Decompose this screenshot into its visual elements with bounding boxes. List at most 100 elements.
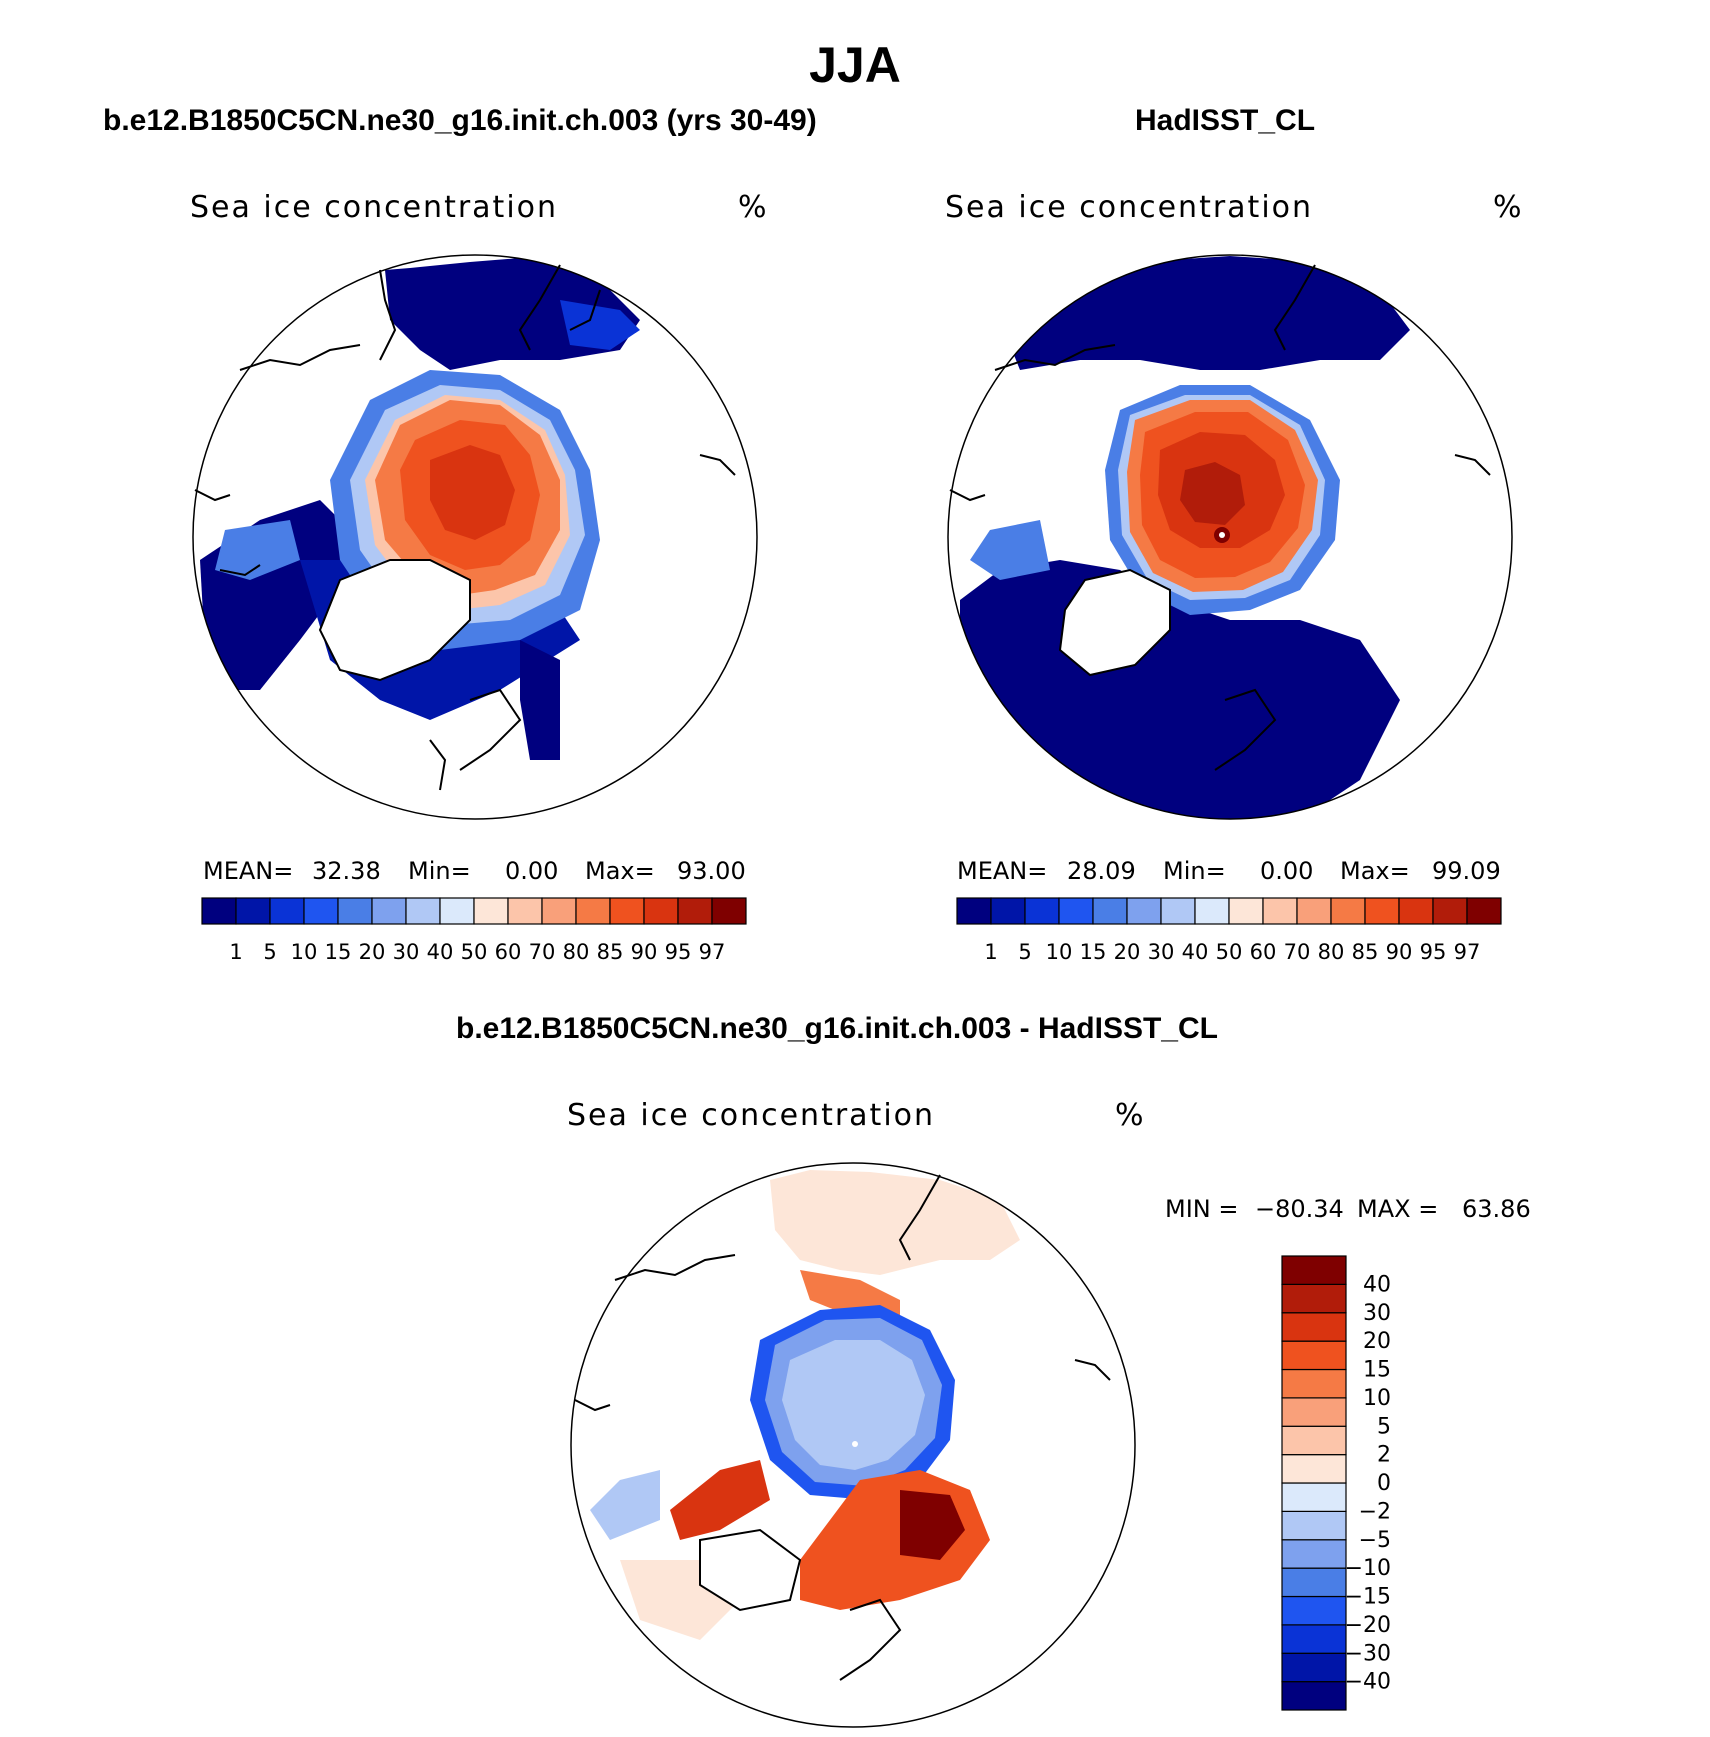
diff-variable: Sea ice concentration: [567, 1098, 936, 1133]
colorbar-tick-label: 1: [229, 940, 242, 964]
colorbar-swatch: [609, 897, 645, 925]
colorbar-tick-label: 1: [984, 940, 997, 964]
colorbar-tick-label: 40: [1363, 1272, 1391, 1297]
colorbar-tick-label: −40: [1345, 1670, 1391, 1695]
colorbar-tick-label: 85: [1352, 940, 1379, 964]
map2: [947, 254, 1513, 820]
diff-units: %: [1115, 1098, 1146, 1133]
panel1-mean-value: 32.38: [312, 857, 381, 885]
colorbar-tick-label: 97: [699, 940, 726, 964]
colorbar-tick-label: −2: [1359, 1499, 1391, 1524]
colorbar-tick-label: −20: [1345, 1613, 1391, 1638]
colorbar-swatch: [1058, 897, 1094, 925]
colorbar-tick-label: 95: [1420, 940, 1447, 964]
colorbar-swatch: [1466, 897, 1502, 925]
colorbar-tick-label: 60: [495, 940, 522, 964]
colorbar-swatch: [235, 897, 271, 925]
colorbar-tick-label: 50: [461, 940, 488, 964]
colorbar-swatch: [990, 897, 1026, 925]
panel1-case-title: b.e12.B1850C5CN.ne30_g16.init.ch.003 (yr…: [103, 104, 817, 137]
colorbar-tick-label: 50: [1216, 940, 1243, 964]
colorbar-swatch: [1330, 897, 1366, 925]
colorbar-swatch: [1398, 897, 1434, 925]
colorbar-swatch: [1024, 897, 1060, 925]
colorbar-swatch: [1281, 1652, 1347, 1683]
colorbar-swatch: [1281, 1510, 1347, 1541]
colorbar-swatch: [1281, 1340, 1347, 1371]
diff-case-title: b.e12.B1850C5CN.ne30_g16.init.ch.003 - H…: [456, 1012, 1218, 1045]
colorbar-swatch: [1281, 1454, 1347, 1484]
colorbar-tick-label: 30: [1148, 940, 1175, 964]
panel2-max-label: Max=: [1340, 857, 1410, 885]
colorbar-swatch: [541, 897, 577, 925]
colorbar-swatch: [201, 897, 237, 925]
panel1-max-label: Max=: [585, 857, 655, 885]
panel1-min-value: 0.00: [505, 857, 559, 885]
colorbar-swatch: [1364, 897, 1400, 925]
panel2-case-title: HadISST_CL: [1135, 104, 1316, 137]
panel1-min-label: Min=: [408, 857, 471, 885]
colorbar-tick-label: 97: [1454, 940, 1481, 964]
colorbar-tick-label: 20: [359, 940, 386, 964]
colorbar-swatch: [1281, 1595, 1347, 1626]
colorbar-tick-label: 40: [427, 940, 454, 964]
colorbar-tick-label: −30: [1345, 1641, 1391, 1666]
panel2-min-label: Min=: [1163, 857, 1226, 885]
colorbar-tick-label: 60: [1250, 940, 1277, 964]
colorbar-tick-label: 20: [1363, 1329, 1391, 1354]
colorbar-swatch: [1281, 1539, 1347, 1569]
colorbar-tick-label: 80: [1318, 940, 1345, 964]
colorbar-tick-label: 5: [1377, 1414, 1391, 1439]
colorbar-tick-label: 70: [1284, 940, 1311, 964]
colorbar-swatch: [1160, 897, 1196, 925]
colorbar-tick-label: 95: [665, 940, 692, 964]
colorbar-swatch: [1126, 897, 1162, 925]
colorbar-tick-label: 5: [263, 940, 276, 964]
colorbar-tick-label: 0: [1377, 1471, 1391, 1496]
colorbar-tick-label: 10: [1046, 940, 1073, 964]
panel1-units: %: [738, 190, 769, 225]
colorbar-swatch: [1281, 1312, 1347, 1342]
colorbar-swatch: [1194, 897, 1230, 925]
colorbar-tick-label: 15: [1080, 940, 1107, 964]
colorbar-swatch: [1281, 1567, 1347, 1598]
panel2-min-value: 0.00: [1260, 857, 1314, 885]
colorbar-swatch: [473, 897, 509, 925]
map3: [570, 1162, 1136, 1728]
colorbar-swatch: [1281, 1368, 1347, 1399]
colorbar-tick-label: 30: [393, 940, 420, 964]
colorbar-swatch: [371, 897, 407, 925]
diff-min-value: −80.34: [1255, 1195, 1344, 1223]
colorbar-swatch: [507, 897, 543, 925]
colorbar-tick-label: 2: [1377, 1443, 1391, 1468]
colorbar-swatch: [269, 897, 305, 925]
diff-min-label: MIN =: [1165, 1195, 1239, 1223]
colorbar-swatch: [677, 897, 713, 925]
colorbar-tick-label: 90: [1386, 940, 1413, 964]
colorbar-swatch: [1432, 897, 1468, 925]
colorbar-tick-label: −5: [1359, 1528, 1391, 1553]
colorbar-swatch: [1281, 1425, 1347, 1456]
panel1-variable: Sea ice concentration: [190, 190, 559, 225]
colorbar-swatch: [1262, 897, 1298, 925]
colorbar-swatch: [1281, 1283, 1347, 1314]
panel2-mean-label: MEAN=: [957, 857, 1048, 885]
diff-max-value: 63.86: [1462, 1195, 1531, 1223]
colorbar-1: 1 5 10 15 20 30 40 50 60 70 80 85 90 95 97: [201, 897, 747, 964]
colorbar-swatch: [337, 897, 373, 925]
colorbar-swatch: [643, 897, 679, 925]
colorbar-swatch: [1281, 1482, 1347, 1512]
colorbar-tick-label: 10: [1363, 1386, 1391, 1411]
colorbar-swatch: [1281, 1624, 1347, 1654]
colorbar-tick-label: −10: [1345, 1556, 1391, 1581]
colorbar-swatch: [1296, 897, 1332, 925]
colorbar-swatch: [711, 897, 747, 925]
panel2-mean-value: 28.09: [1067, 857, 1136, 885]
colorbar-swatch: [405, 897, 441, 925]
colorbar-swatch: [1281, 1255, 1347, 1285]
colorbar-swatch: [1281, 1397, 1347, 1427]
colorbar-swatch: [575, 897, 611, 925]
colorbar-tick-label: 10: [291, 940, 318, 964]
panel1-max-value: 93.00: [677, 857, 746, 885]
